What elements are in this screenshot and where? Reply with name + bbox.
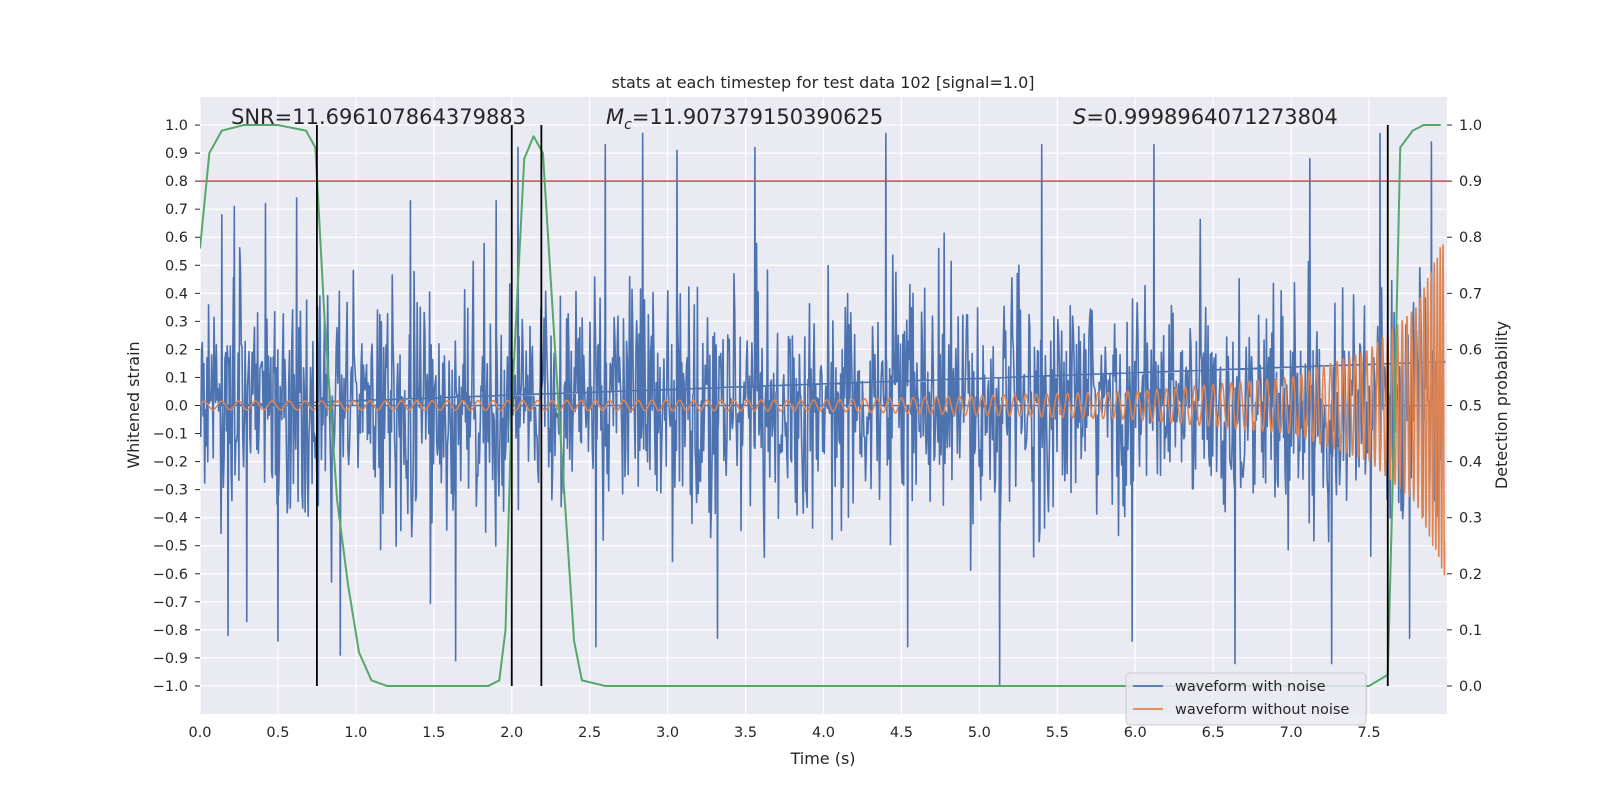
y-tick-label: 0.2: [165, 342, 188, 358]
y-tick-label: 0.7: [165, 202, 188, 218]
y2-tick-label: 0.8: [1459, 230, 1482, 246]
y-tick-label: 0.0: [165, 399, 188, 415]
y2-tick-label: 0.9: [1459, 174, 1482, 190]
y-tick-label: 0.3: [165, 314, 188, 330]
x-tick-label: 5.5: [1046, 725, 1069, 741]
legend-box: [1125, 672, 1367, 726]
y2-axis-label: Detection probability: [1492, 321, 1511, 489]
y2-tick-label: 0.0: [1459, 679, 1482, 695]
x-tick-label: 6.0: [1124, 725, 1147, 741]
x-tick-label: 4.0: [812, 725, 835, 741]
x-axis-label: Time (s): [789, 749, 855, 768]
snr-annotation: SNR=11.696107864379883: [231, 105, 526, 129]
y-tick-label: 0.5: [165, 258, 188, 274]
series-waveform-with-noise: [200, 132, 1446, 687]
s-annotation: S=0.9998964071273804: [1073, 105, 1338, 129]
legend-label-clean: waveform without noise: [1175, 702, 1349, 718]
mc-subscript: c: [624, 117, 632, 133]
y-tick-label: 0.4: [165, 286, 188, 302]
mc-annotation: Mc=11.907379150390625: [606, 105, 883, 133]
y-tick-label: −1.0: [153, 679, 188, 695]
y2-tick-label: 0.6: [1459, 342, 1482, 358]
y-tick-label: −0.3: [153, 483, 188, 499]
mc-symbol: M: [606, 105, 624, 129]
y2-tick-label: 0.5: [1459, 399, 1482, 415]
y-tick-label: −0.1: [153, 427, 188, 443]
y-tick-label: −0.7: [153, 595, 188, 611]
series-detection-probability: [200, 124, 1441, 687]
y2-tick-label: 0.2: [1459, 567, 1482, 583]
y-tick-label: 0.8: [165, 174, 188, 190]
x-tick-label: 2.5: [578, 725, 601, 741]
y2-tick-label: 0.4: [1459, 455, 1482, 471]
vertical-lines: [316, 125, 1389, 686]
x-tick-label: 7.5: [1358, 725, 1381, 741]
data-layer: [200, 124, 1447, 687]
legend-label-noise: waveform with noise: [1175, 679, 1326, 695]
y2-tick-label: 0.3: [1459, 511, 1482, 527]
y2-tick-label: 0.7: [1459, 286, 1482, 302]
chart-title: stats at each timestep for test data 102…: [611, 73, 1034, 92]
y-tick-label: −0.8: [153, 623, 188, 639]
y-tick-label: 0.9: [165, 146, 188, 162]
x-tick-label: 3.0: [656, 725, 679, 741]
x-tick-label: 1.0: [344, 725, 367, 741]
x-tick-label: 0.5: [266, 725, 289, 741]
y-tick-label: −0.5: [153, 539, 188, 555]
y-tick-label: −0.9: [153, 651, 188, 667]
y-tick-label: −0.6: [153, 567, 188, 583]
x-tick-label: 1.5: [422, 725, 445, 741]
x-tick-label: 6.5: [1202, 725, 1225, 741]
y-tick-label: 0.6: [165, 230, 188, 246]
y2-tick-label: 1.0: [1459, 118, 1482, 134]
tick-labels: 0.0 0.5 1.0 1.5 2.0 2.5 3.0 3.5 4.0 4.5 5.0 5.5 6.0 6…: [153, 118, 1482, 741]
x-tick-label: 5.0: [968, 725, 991, 741]
s-symbol: S: [1073, 105, 1086, 129]
x-tick-label: 0.0: [188, 725, 211, 741]
y2-tick-label: 0.1: [1459, 623, 1482, 639]
x-tick-label: 7.0: [1280, 725, 1303, 741]
s-value: =0.9998964071273804: [1086, 105, 1337, 129]
x-tick-label: 2.0: [500, 725, 523, 741]
y-tick-label: 0.1: [165, 370, 188, 386]
series-waveform-without-noise: [200, 244, 1446, 576]
y-tick-label: 1.0: [165, 118, 188, 134]
y-tick-label: −0.2: [153, 455, 188, 471]
x-tick-label: 4.5: [890, 725, 913, 741]
y-axis-label: Whitened strain: [124, 341, 143, 468]
y-tick-label: −0.4: [153, 511, 188, 527]
x-tick-label: 3.5: [734, 725, 757, 741]
mc-value: =11.907379150390625: [632, 105, 883, 129]
legend: waveform with noise waveform without noi…: [1125, 672, 1367, 726]
